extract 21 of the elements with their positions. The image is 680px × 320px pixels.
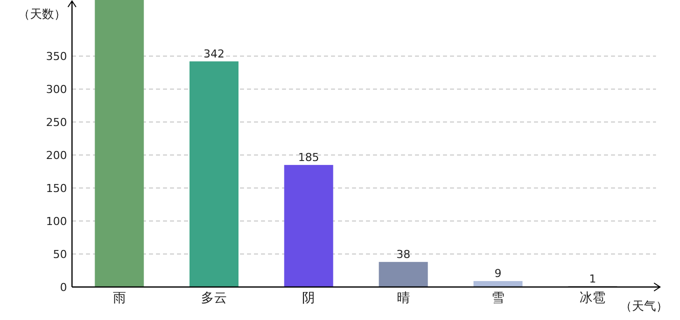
- y-tick-label: 50: [53, 248, 67, 262]
- y-tick-label: 350: [46, 50, 67, 64]
- x-tick-label: 雨: [112, 291, 126, 306]
- y-tick-label: 300: [46, 83, 67, 96]
- y-tick-label: 0: [60, 281, 67, 294]
- y-tick-label: 200: [46, 149, 67, 162]
- x-tick-label: 雪: [492, 291, 504, 306]
- y-tick-label: 150: [46, 182, 67, 196]
- y-tick-label: 100: [46, 215, 67, 228]
- x-tick-label: 晴: [396, 291, 410, 306]
- data-label: 342: [204, 47, 224, 60]
- x-tick-label: 冰雹: [580, 291, 606, 306]
- data-label: 9: [494, 267, 502, 280]
- data-label: 185: [298, 150, 320, 164]
- x-axis-title: （天气）: [620, 299, 668, 313]
- x-tick-label: 阴: [302, 291, 316, 306]
- y-axis-title: （天数）: [18, 7, 66, 21]
- x-tick-label: 多云: [201, 291, 227, 306]
- data-label: 38: [396, 248, 410, 261]
- data-label: 1: [589, 272, 596, 286]
- y-tick-label: 250: [46, 116, 67, 130]
